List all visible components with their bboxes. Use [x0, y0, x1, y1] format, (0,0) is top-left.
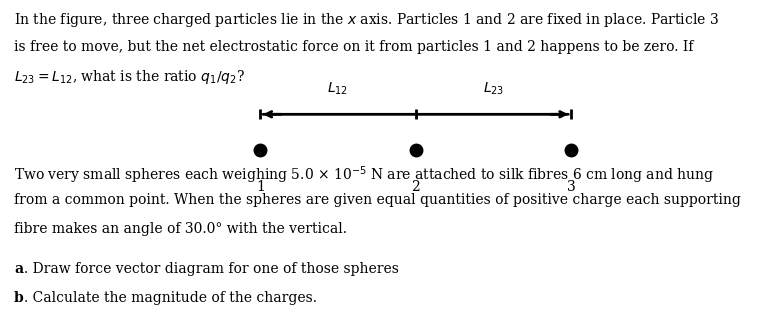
Text: In the figure, three charged particles lie in the $x$ axis. Particles 1 and 2 ar: In the figure, three charged particles l… — [14, 11, 719, 29]
Text: 1: 1 — [256, 180, 265, 194]
Text: 2: 2 — [411, 180, 420, 194]
Text: is free to move, but the net electrostatic force on it from particles 1 and 2 ha: is free to move, but the net electrostat… — [14, 40, 693, 54]
Text: . Draw force vector diagram for one of those spheres: . Draw force vector diagram for one of t… — [24, 262, 399, 276]
Text: from a common point. When the spheres are given equal quantities of positive cha: from a common point. When the spheres ar… — [14, 193, 740, 207]
Text: 3: 3 — [566, 180, 576, 194]
Text: fibre makes an angle of 30.0° with the vertical.: fibre makes an angle of 30.0° with the v… — [14, 222, 347, 236]
Text: . Calculate the magnitude of the charges.: . Calculate the magnitude of the charges… — [24, 291, 317, 305]
Text: a: a — [14, 262, 23, 276]
Text: $L_{23}$: $L_{23}$ — [483, 80, 504, 97]
Text: b: b — [14, 291, 24, 305]
Text: $L_{23} = L_{12}$, what is the ratio $q_1/q_2$?: $L_{23} = L_{12}$, what is the ratio $q_… — [14, 68, 245, 86]
Text: $L_{12}$: $L_{12}$ — [327, 80, 349, 97]
Text: Two very small spheres each weighing 5.0 × 10$^{-5}$ N are attached to silk fibr: Two very small spheres each weighing 5.0… — [14, 164, 713, 186]
